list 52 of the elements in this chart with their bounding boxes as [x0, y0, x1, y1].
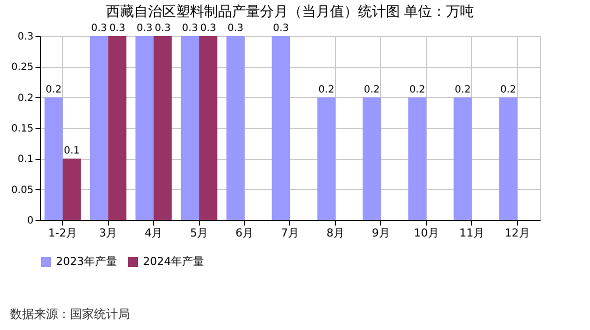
x-tick-label: 4月: [144, 226, 163, 240]
x-tick-label: 7月: [281, 226, 299, 240]
data-label: 0.3: [200, 23, 216, 34]
data-label: 0.3: [182, 23, 198, 34]
bar: [135, 36, 154, 220]
bar: [108, 36, 126, 220]
x-tick-label: 11月: [459, 226, 484, 240]
x-tick-label: 6月: [236, 226, 254, 240]
data-label: 0.3: [109, 23, 126, 34]
data-label: 0.3: [91, 23, 108, 34]
x-tick-label: 10月: [414, 226, 439, 240]
x-tick-label: 12月: [504, 226, 530, 240]
data-label: 0.3: [154, 23, 171, 34]
data-label: 0.2: [500, 84, 516, 96]
x-tick-label: 9月: [372, 226, 390, 240]
x-tick-label: 1-2月: [48, 226, 78, 240]
chart-title: 西藏自治区塑料制品产量分月（当月值）统计图 单位：万吨: [106, 4, 474, 20]
y-tick-label: 0.2: [18, 92, 34, 104]
bar: [180, 36, 200, 220]
bar: [62, 158, 81, 220]
legend-label: 2023年产量: [56, 255, 117, 268]
y-tick-label: 0.25: [11, 62, 34, 74]
bar: [499, 97, 518, 220]
bar: [90, 36, 108, 220]
data-label: 0.2: [46, 84, 62, 96]
x-tick-label: 8月: [326, 226, 344, 240]
data-label: 0.1: [64, 146, 80, 157]
bar: [272, 36, 290, 220]
x-tick-label: 3月: [99, 226, 118, 240]
data-label: 0.2: [318, 84, 334, 96]
source-note: 数据来源：国家统计局: [10, 306, 130, 323]
legend-label: 2024年产量: [143, 255, 204, 268]
data-label: 0.2: [454, 84, 471, 96]
bar: [362, 97, 381, 220]
y-tick-label: 0.05: [11, 184, 34, 196]
bar: [44, 97, 63, 220]
bar: [408, 97, 426, 220]
y-tick-label: 0.15: [11, 124, 34, 134]
y-tick-label: 0.1: [18, 154, 34, 166]
y-tick-label: 0.3: [18, 32, 34, 42]
data-label: 0.3: [136, 23, 152, 34]
x-tick-label: 5月: [190, 226, 208, 240]
bar: [154, 36, 172, 220]
bar: [317, 97, 336, 220]
bar: [454, 97, 472, 220]
data-label: 0.2: [409, 84, 426, 96]
data-label: 0.2: [364, 84, 380, 96]
y-tick-label: 0: [27, 216, 34, 226]
data-label: 0.3: [272, 23, 289, 34]
bar: [226, 36, 245, 220]
data-label: 0.3: [228, 23, 244, 34]
bar: [199, 36, 218, 220]
